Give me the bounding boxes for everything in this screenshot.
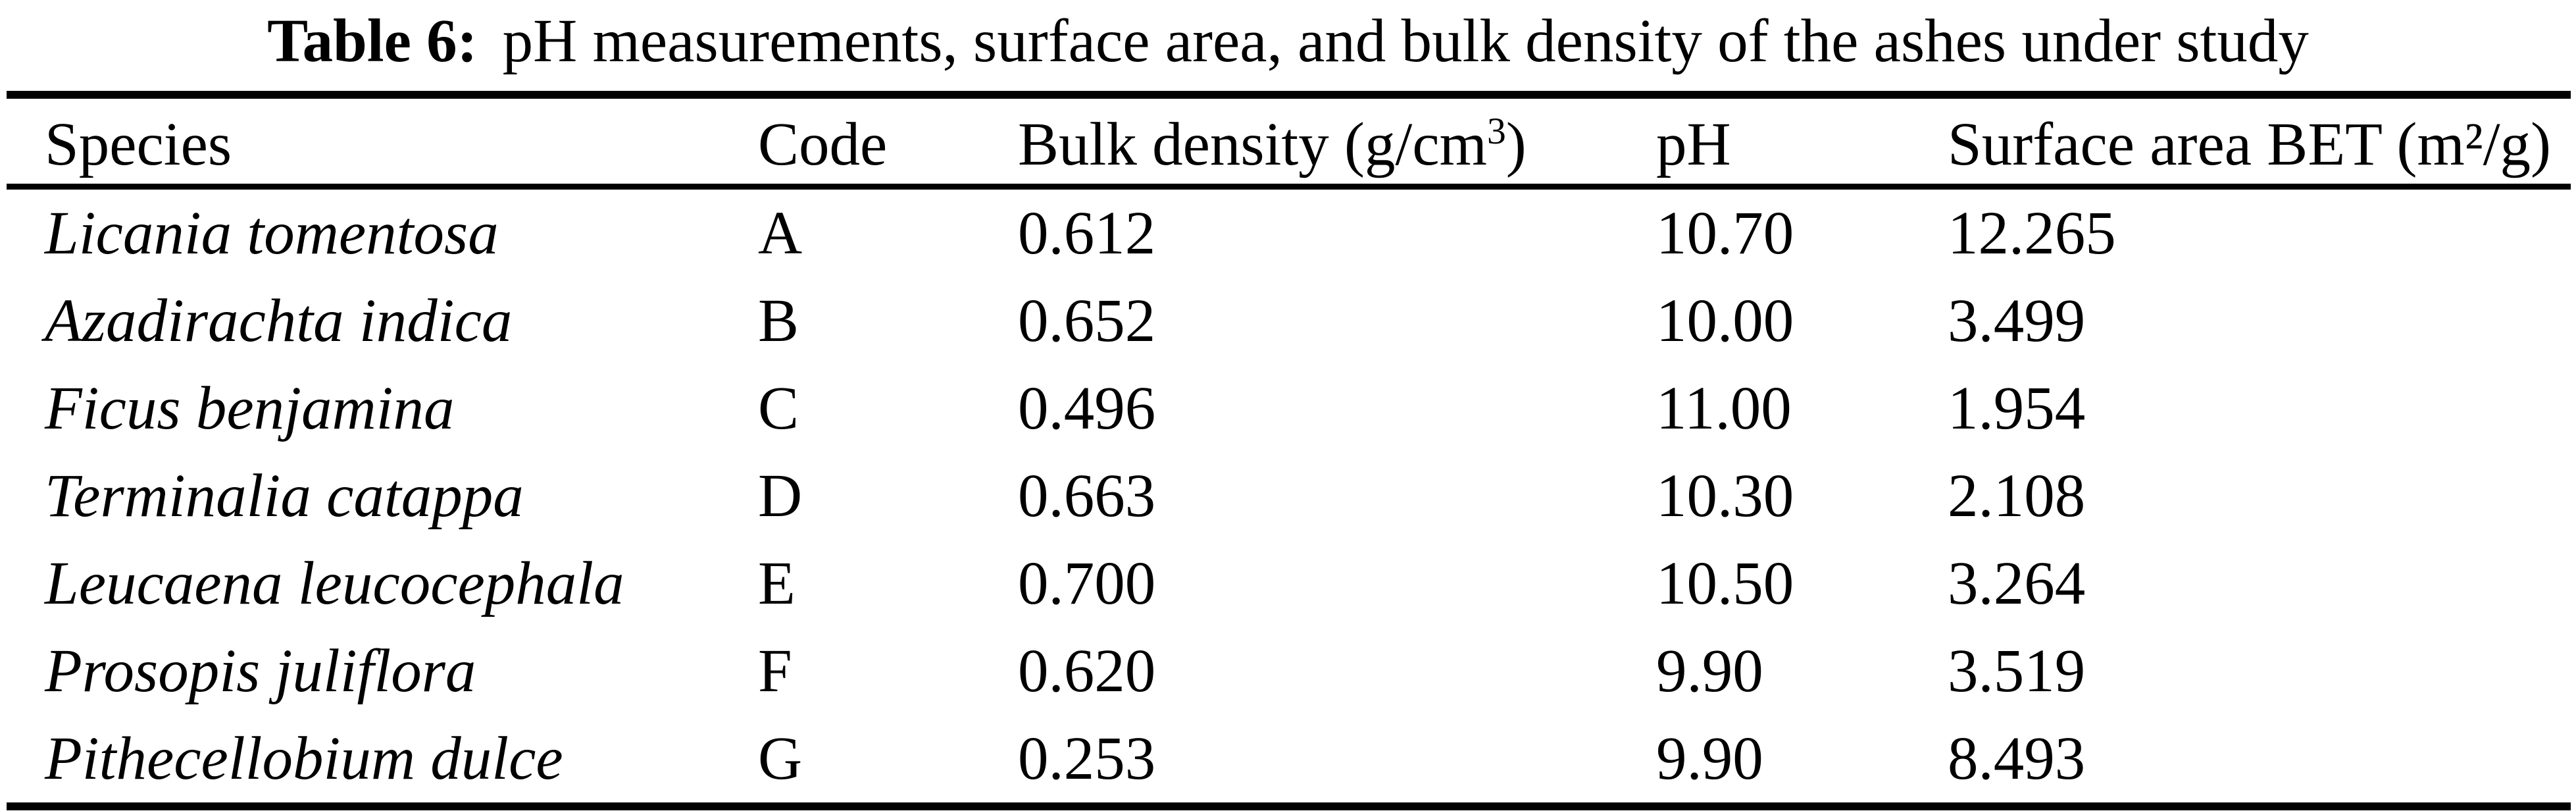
header-code: Code (758, 111, 888, 178)
bulk-density-cell: 0.253 (1018, 725, 1156, 793)
header-bulk-density-main: Bulk density (g/cm (1018, 111, 1487, 178)
ph-cell: 10.30 (1656, 462, 1794, 530)
bulk-density-cell: 0.496 (1018, 375, 1156, 442)
table-row: Azadirachta indica B 0.652 10.00 3.499 (7, 277, 2571, 365)
table-row: Prosopis juliflora F 0.620 9.90 3.519 (7, 627, 2571, 715)
species-cell: Prosopis juliflora (45, 637, 476, 705)
surface-area-cell: 3.264 (1948, 550, 2086, 617)
header-bulk-density-end: ) (1505, 111, 1527, 178)
ph-cell: 10.70 (1656, 199, 1794, 267)
surface-area-cell: 12.265 (1948, 199, 2116, 267)
code-cell: F (758, 637, 792, 705)
code-cell: A (758, 199, 803, 267)
ph-cell: 9.90 (1656, 637, 1763, 705)
surface-area-cell: 3.499 (1948, 287, 2086, 355)
species-cell: Leucaena leucocephala (45, 550, 624, 617)
code-cell: C (758, 375, 799, 442)
table-row: Ficus benjamina C 0.496 11.00 1.954 (7, 365, 2571, 452)
surface-area-cell: 3.519 (1948, 637, 2086, 705)
surface-area-cell: 1.954 (1948, 375, 2086, 442)
header-bulk-density: Bulk density (g/cm3) (1018, 95, 1656, 187)
table-row: Leucaena leucocephala E 0.700 10.50 3.26… (7, 540, 2571, 627)
bulk-density-cell: 0.620 (1018, 637, 1156, 705)
table-caption-text: pH measurements, surface area, and bulk … (502, 7, 2309, 75)
table-header: Species Code Bulk density (g/cm3) pH Sur… (7, 95, 2571, 187)
header-species: Species (45, 111, 232, 178)
ph-cell: 10.50 (1656, 550, 1794, 617)
code-cell: E (758, 550, 796, 617)
surface-area-cell: 8.493 (1948, 725, 2086, 793)
ph-cell: 9.90 (1656, 725, 1763, 793)
bulk-density-cell: 0.612 (1018, 199, 1156, 267)
code-cell: B (758, 287, 799, 355)
bulk-density-cell: 0.652 (1018, 287, 1156, 355)
species-cell: Terminalia catappa (45, 462, 524, 530)
table-row: Pithecellobium dulce G 0.253 9.90 8.493 (7, 715, 2571, 806)
species-cell: Licania tomentosa (45, 199, 499, 267)
measurements-table: Species Code Bulk density (g/cm3) pH Sur… (7, 91, 2571, 810)
header-ph: pH (1656, 111, 1731, 178)
header-bulk-density-sup: 3 (1486, 111, 1506, 153)
header-surface-area: Surface area BET (m²/g) (1948, 111, 2552, 178)
species-cell: Pithecellobium dulce (45, 725, 563, 793)
table-caption-number: Table 6: (267, 7, 478, 75)
table-row: Terminalia catappa D 0.663 10.30 2.108 (7, 452, 2571, 540)
ph-cell: 10.00 (1656, 287, 1794, 355)
table-body: Licania tomentosa A 0.612 10.70 12.265 A… (7, 187, 2571, 807)
header-row: Species Code Bulk density (g/cm3) pH Sur… (7, 95, 2571, 187)
surface-area-cell: 2.108 (1948, 462, 2086, 530)
code-cell: D (758, 462, 803, 530)
bulk-density-cell: 0.700 (1018, 550, 1156, 617)
bulk-density-cell: 0.663 (1018, 462, 1156, 530)
species-cell: Azadirachta indica (45, 287, 513, 355)
table-caption: Table 6: pH measurements, surface area, a… (0, 0, 2576, 89)
table-row: Licania tomentosa A 0.612 10.70 12.265 (7, 187, 2571, 278)
ph-cell: 11.00 (1656, 375, 1792, 442)
species-cell: Ficus benjamina (45, 375, 455, 442)
code-cell: G (758, 725, 803, 793)
